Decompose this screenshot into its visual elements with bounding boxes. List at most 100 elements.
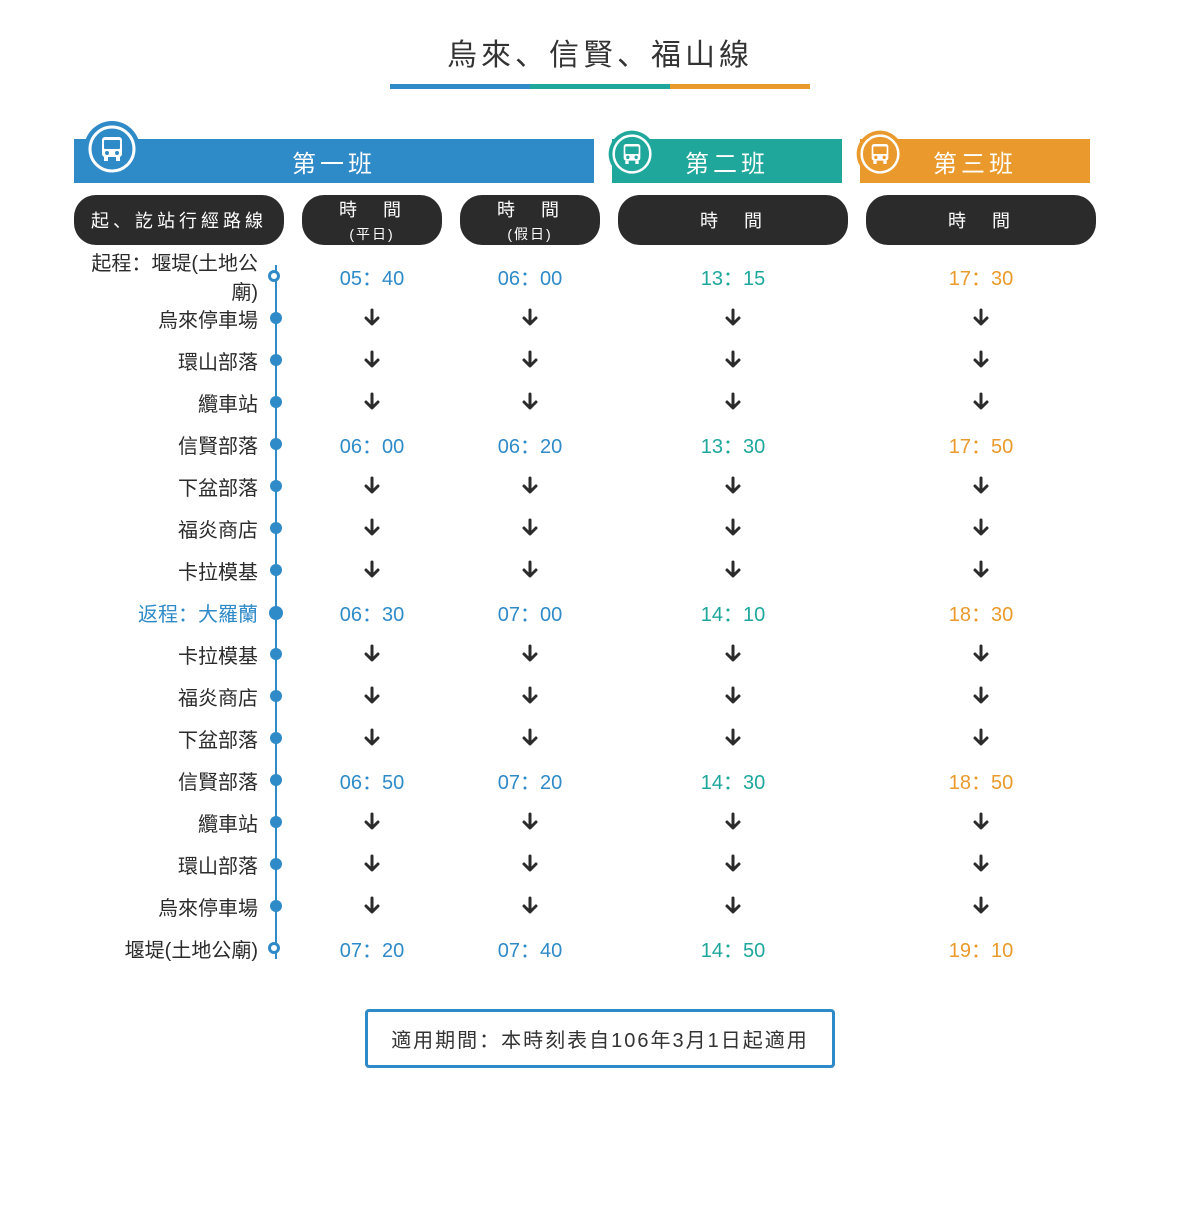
header-time-sublabel: (平日) [349, 224, 394, 244]
header-time-weekday: 時 間 (平日) [302, 195, 442, 245]
pass-through-arrow [866, 854, 1096, 874]
timetable-row: 福炎商店 [74, 507, 1160, 549]
time-value: 19：10 [866, 934, 1096, 963]
stop-name: 環山部落 [74, 346, 284, 375]
time-value: 07：00 [460, 598, 600, 627]
header-time-3: 時 間 [866, 195, 1096, 245]
pass-through-arrow [618, 812, 848, 832]
pass-through-arrow [866, 728, 1096, 748]
pass-through-arrow [302, 350, 442, 370]
pass-through-arrow [460, 812, 600, 832]
route-stop-dot [270, 396, 282, 408]
stop-name: 堰堤(土地公廟) [74, 934, 284, 963]
timetable-row: 堰堤(土地公廟)07：2007：4014：5019：10 [74, 927, 1160, 969]
route-stop-dot [270, 312, 282, 324]
stop-name: 下盆部落 [74, 724, 284, 753]
timetable-row: 起程：堰堤(土地公廟)05：4006：0013：1517：30 [74, 255, 1160, 297]
pass-through-arrow [460, 854, 600, 874]
time-value: 06：00 [460, 262, 600, 291]
pass-through-arrow [302, 644, 442, 664]
pass-through-arrow [618, 518, 848, 538]
timetable-row: 環山部落 [74, 843, 1160, 885]
route-stop-dot [268, 942, 280, 954]
pass-through-arrow [460, 350, 600, 370]
time-value: 07：40 [460, 934, 600, 963]
tab-second-label: 第二班 [685, 144, 769, 179]
time-value: 17：30 [866, 262, 1096, 291]
stop-name: 返程：大羅蘭 [74, 598, 284, 627]
pass-through-arrow [618, 560, 848, 580]
bus-icon [855, 129, 905, 179]
pass-through-arrow [460, 518, 600, 538]
header-time-2: 時 間 [618, 195, 848, 245]
tab-third-label: 第三班 [933, 144, 1017, 179]
route-stop-dot [270, 816, 282, 828]
time-value: 07：20 [302, 934, 442, 963]
header-route: 起、訖站行經路線 [74, 195, 284, 245]
timetable-row: 纜車站 [74, 381, 1160, 423]
pass-through-arrow [618, 644, 848, 664]
pass-through-arrow [866, 686, 1096, 706]
stop-name: 烏來停車場 [74, 892, 284, 921]
pass-through-arrow [618, 728, 848, 748]
stop-name: 福炎商店 [74, 682, 284, 711]
pass-through-arrow [302, 686, 442, 706]
timetable-body: 起程：堰堤(土地公廟)05：4006：0013：1517：30烏來停車場環山部落… [74, 255, 1160, 969]
tab-first: 第一班 [74, 139, 594, 183]
header-time-sublabel: (假日) [507, 224, 552, 244]
pass-through-arrow [866, 560, 1096, 580]
effective-period-note: 適用期間：本時刻表自106年3月1日起適用 [365, 1009, 835, 1068]
pass-through-arrow [618, 896, 848, 916]
tab-first-label: 第一班 [292, 144, 376, 179]
time-value: 14：30 [618, 766, 848, 795]
time-value: 06：20 [460, 430, 600, 459]
pass-through-arrow [866, 476, 1096, 496]
column-headers: 起、訖站行經路線 時 間 (平日) 時 間 (假日) 時 間 時 間 [74, 195, 1160, 245]
pass-through-arrow [302, 476, 442, 496]
route-stop-dot [269, 606, 283, 620]
stop-name: 信賢部落 [74, 430, 284, 459]
bus-icon [607, 129, 657, 179]
pass-through-arrow [302, 896, 442, 916]
timetable-row: 信賢部落06：5007：2014：3018：50 [74, 759, 1160, 801]
pass-through-arrow [866, 644, 1096, 664]
stop-name: 纜車站 [74, 388, 284, 417]
bus-icon [82, 119, 142, 179]
pass-through-arrow [302, 560, 442, 580]
pass-through-arrow [460, 896, 600, 916]
route-stop-dot [270, 858, 282, 870]
pass-through-arrow [460, 308, 600, 328]
pass-through-arrow [618, 476, 848, 496]
stop-name: 福炎商店 [74, 514, 284, 543]
pass-through-arrow [618, 686, 848, 706]
stop-name: 烏來停車場 [74, 304, 284, 333]
pass-through-arrow [866, 812, 1096, 832]
route-stop-dot [270, 648, 282, 660]
stop-name: 起程：堰堤(土地公廟) [74, 247, 284, 305]
route-stop-dot [270, 690, 282, 702]
time-value: 05：40 [302, 262, 442, 291]
stop-name: 纜車站 [74, 808, 284, 837]
title-underline [390, 84, 810, 89]
time-value: 06：50 [302, 766, 442, 795]
timetable-row: 卡拉模基 [74, 549, 1160, 591]
tab-third: 第三班 [860, 139, 1090, 183]
pass-through-arrow [618, 350, 848, 370]
timetable-row: 烏來停車場 [74, 885, 1160, 927]
pass-through-arrow [460, 686, 600, 706]
time-value: 06：00 [302, 430, 442, 459]
pass-through-arrow [460, 644, 600, 664]
time-value: 17：50 [866, 430, 1096, 459]
timetable-row: 烏來停車場 [74, 297, 1160, 339]
route-stop-dot [270, 732, 282, 744]
pass-through-arrow [618, 854, 848, 874]
stop-name: 下盆部落 [74, 472, 284, 501]
route-stop-dot [268, 270, 280, 282]
time-value: 07：20 [460, 766, 600, 795]
pass-through-arrow [302, 518, 442, 538]
header-time-label: 時 間 [497, 196, 563, 222]
stop-name: 卡拉模基 [74, 556, 284, 585]
timetable-row: 環山部落 [74, 339, 1160, 381]
timetable-row: 下盆部落 [74, 717, 1160, 759]
pass-through-arrow [618, 392, 848, 412]
